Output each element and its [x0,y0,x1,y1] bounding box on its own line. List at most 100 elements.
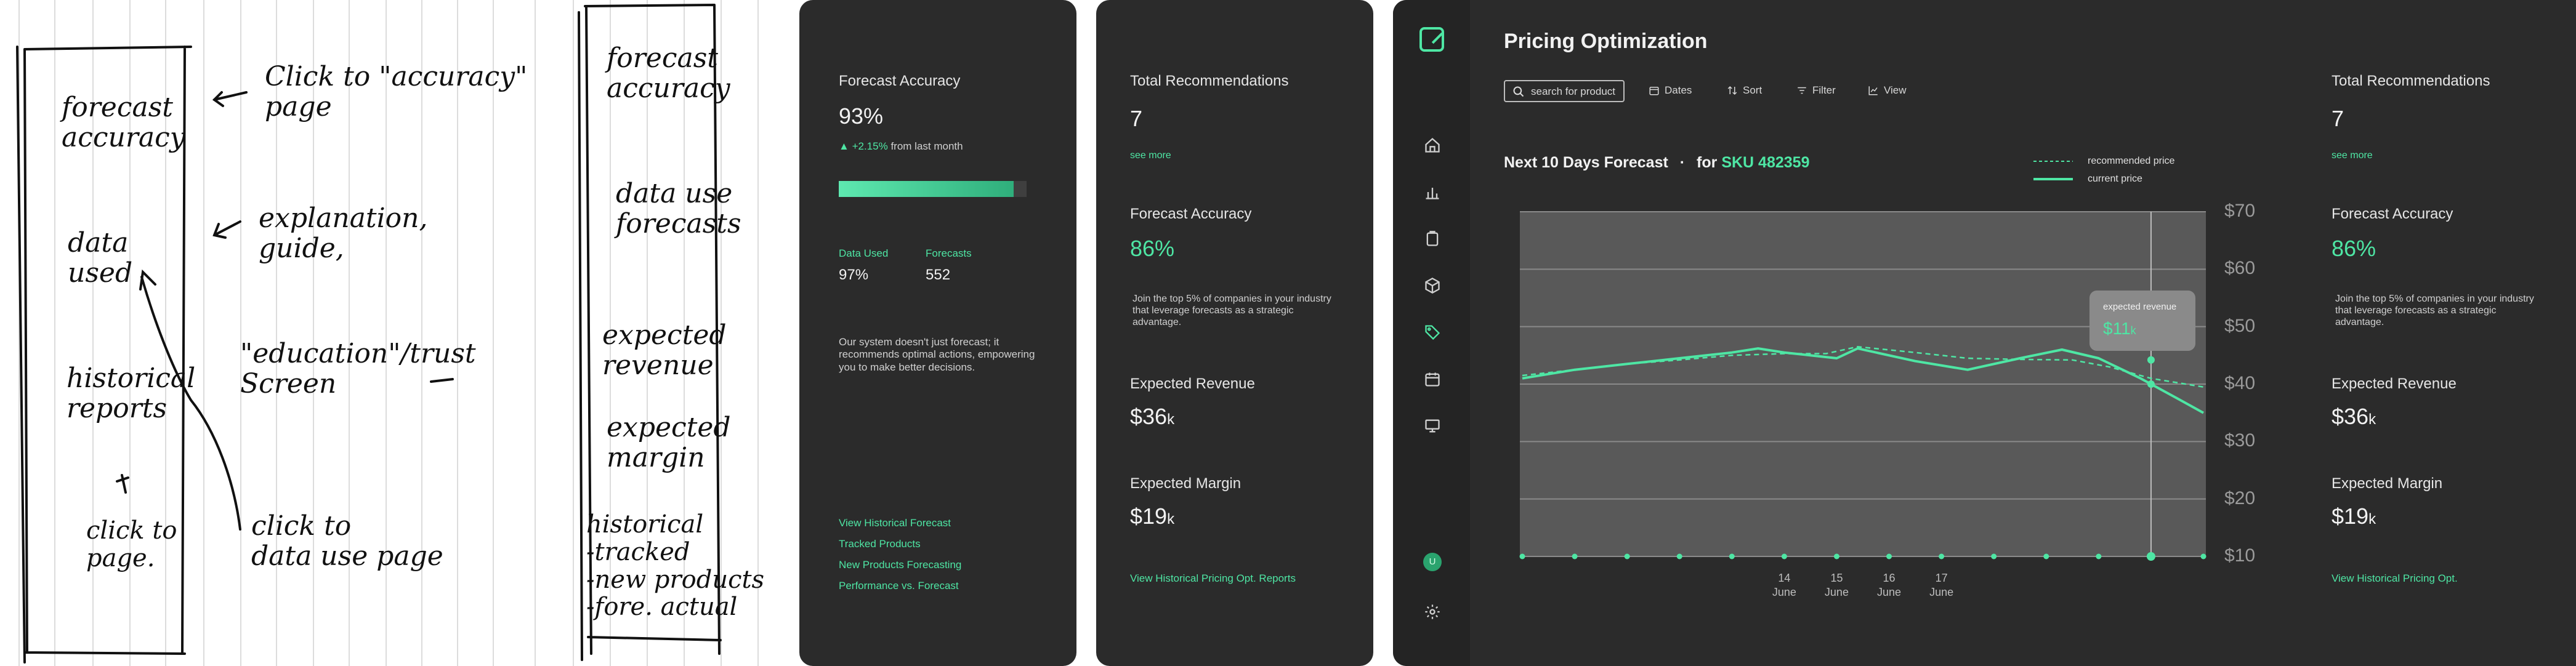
right-revenue-label: Expected Revenue [2332,375,2457,392]
paper-rule [721,0,722,666]
x-axis-point [2043,553,2049,560]
home-icon[interactable] [1424,137,1441,154]
sidebar: U [1393,0,1470,666]
expected-revenue-value: $36k [1130,404,1174,430]
sketch-data-used: data used [68,227,133,289]
calendar-icon[interactable] [1424,371,1441,388]
link-new-products[interactable]: New Products Forecasting [839,559,962,571]
page-title: Pricing Optimization [1504,30,1708,53]
current-price-line [1522,347,2204,414]
accuracy-change: ▲ +2.15% from last month [839,140,963,153]
y-tick-label: $70 [2224,201,2256,221]
recommendations-panel: Total Recommendations 7 see more Forecas… [1096,0,1373,666]
for-label: for [1697,154,1718,171]
price-forecast-chart[interactable] [1393,0,2255,616]
title-separator: · [1679,154,1686,171]
up-arrow-icon: ▲ [839,140,849,152]
paper-rule [313,0,314,666]
view-button[interactable]: View [1868,84,1907,97]
sketch-note-explanation: explanation, guide, [259,203,428,265]
paper-rule [573,0,574,666]
x-axis-point [2200,553,2207,560]
forecast-accuracy-text: Join the top 5% of companies in your ind… [1133,294,1331,328]
expected-revenue-tooltip: expected revenue $11k [2089,291,2195,351]
system-description: Our system doesn't just forecast; it rec… [839,336,1035,373]
paper-rule [610,0,611,666]
y-tick-label: $30 [2224,430,2256,451]
filter-icon [1798,87,1806,94]
y-tick-label: $50 [2224,315,2256,336]
total-recommendations-label: Total Recommendations [1130,73,1289,89]
paper-rule [684,0,685,666]
bar-chart-icon[interactable] [1424,183,1441,201]
right-margin-unit: k [2368,511,2376,528]
y-tick-label: $10 [2224,545,2256,566]
paper-rule [203,0,204,666]
sketch-forecast-accuracy: forecast accuracy [62,92,185,154]
paper-rule [92,0,94,666]
view-label: View [1884,84,1907,96]
link-performance-vs-forecast[interactable]: Performance vs. Forecast [839,580,959,592]
app-logo-icon[interactable] [1419,27,1444,52]
legend-current-label: current price [2088,174,2142,184]
expected-margin-value: $19k [1130,504,1174,529]
x-axis-point [1939,553,1945,560]
link-tracked-products[interactable]: Tracked Products [839,538,921,550]
forecasts-value: 552 [926,267,951,283]
accuracy-progress-bar [839,181,1027,197]
user-avatar[interactable]: U [1423,553,1442,571]
sketch-right-data-use: data use forecasts [616,178,741,240]
monitor-icon[interactable] [1424,417,1441,435]
legend-current: current price [2033,174,2142,185]
dates-button[interactable]: Dates [1649,84,1692,97]
revenue-amount: $36 [1130,404,1168,429]
calendar-icon [1649,87,1659,95]
sort-button[interactable]: Sort [1727,84,1762,97]
tooltip-amount: $11 [2103,319,2131,338]
paper-rule [386,0,387,666]
x-axis-point [1624,553,1630,560]
historical-pricing-link[interactable]: View Historical Pricing Opt. Reports [1130,572,1296,584]
forecast-accuracy-label: Forecast Accuracy [1130,206,1252,222]
x-axis-point [1781,553,1787,560]
paper-rule [457,0,458,666]
paper-rule [493,0,494,666]
sku-link[interactable]: SKU 482359 [1721,154,1810,171]
x-axis-point [1886,553,1892,560]
right-revenue-value: $36k [2332,404,2376,430]
sketch-strokes [16,4,722,664]
box-icon[interactable] [1424,277,1441,294]
filter-button[interactable]: Filter [1796,84,1836,97]
highlight-point [2147,356,2155,364]
tag-icon[interactable] [1424,324,1441,341]
sort-label: Sort [1743,84,1762,96]
chart-view-icon [1868,86,1878,95]
paper-rule [129,0,131,666]
sketch-historical-reports: historical reports [67,363,196,425]
paper-rule [18,0,20,666]
y-tick-label: $40 [2224,373,2256,393]
change-suffix: from last month [890,140,963,152]
x-axis-point [1572,553,1578,560]
right-accuracy-text: Join the top 5% of companies in your ind… [2335,294,2534,328]
right-historical-link[interactable]: View Historical Pricing Opt. [2332,572,2458,584]
sketch-right-historical: historical -tracked -new products -fore.… [586,510,765,622]
right-see-more-link[interactable]: see more [2332,150,2373,161]
sketch-right-expected-margin: expected margin [607,412,731,474]
wireframe-sketch: forecast accuracy data used historical r… [0,0,782,666]
sketch-note-click-accuracy: Click to "accuracy" page [265,61,528,123]
clipboard-icon[interactable] [1424,230,1441,247]
y-tick-label: $60 [2224,258,2256,279]
right-margin-value: $19k [2332,504,2376,529]
x-axis-point [1991,553,1997,560]
search-input[interactable]: search for product [1504,80,1625,102]
solid-line-swatch [2033,177,2073,180]
right-total-label: Total Recommendations [2332,73,2490,89]
legend-recommended: recommended price [2033,156,2174,167]
x-tick-label: 15 June [1824,572,1849,598]
see-more-link[interactable]: see more [1130,150,1171,161]
settings-icon[interactable] [1424,603,1441,620]
accuracy-progress-fill [839,181,1014,197]
x-axis-point [1729,553,1735,560]
link-historical-forecast[interactable]: View Historical Forecast [839,517,951,529]
